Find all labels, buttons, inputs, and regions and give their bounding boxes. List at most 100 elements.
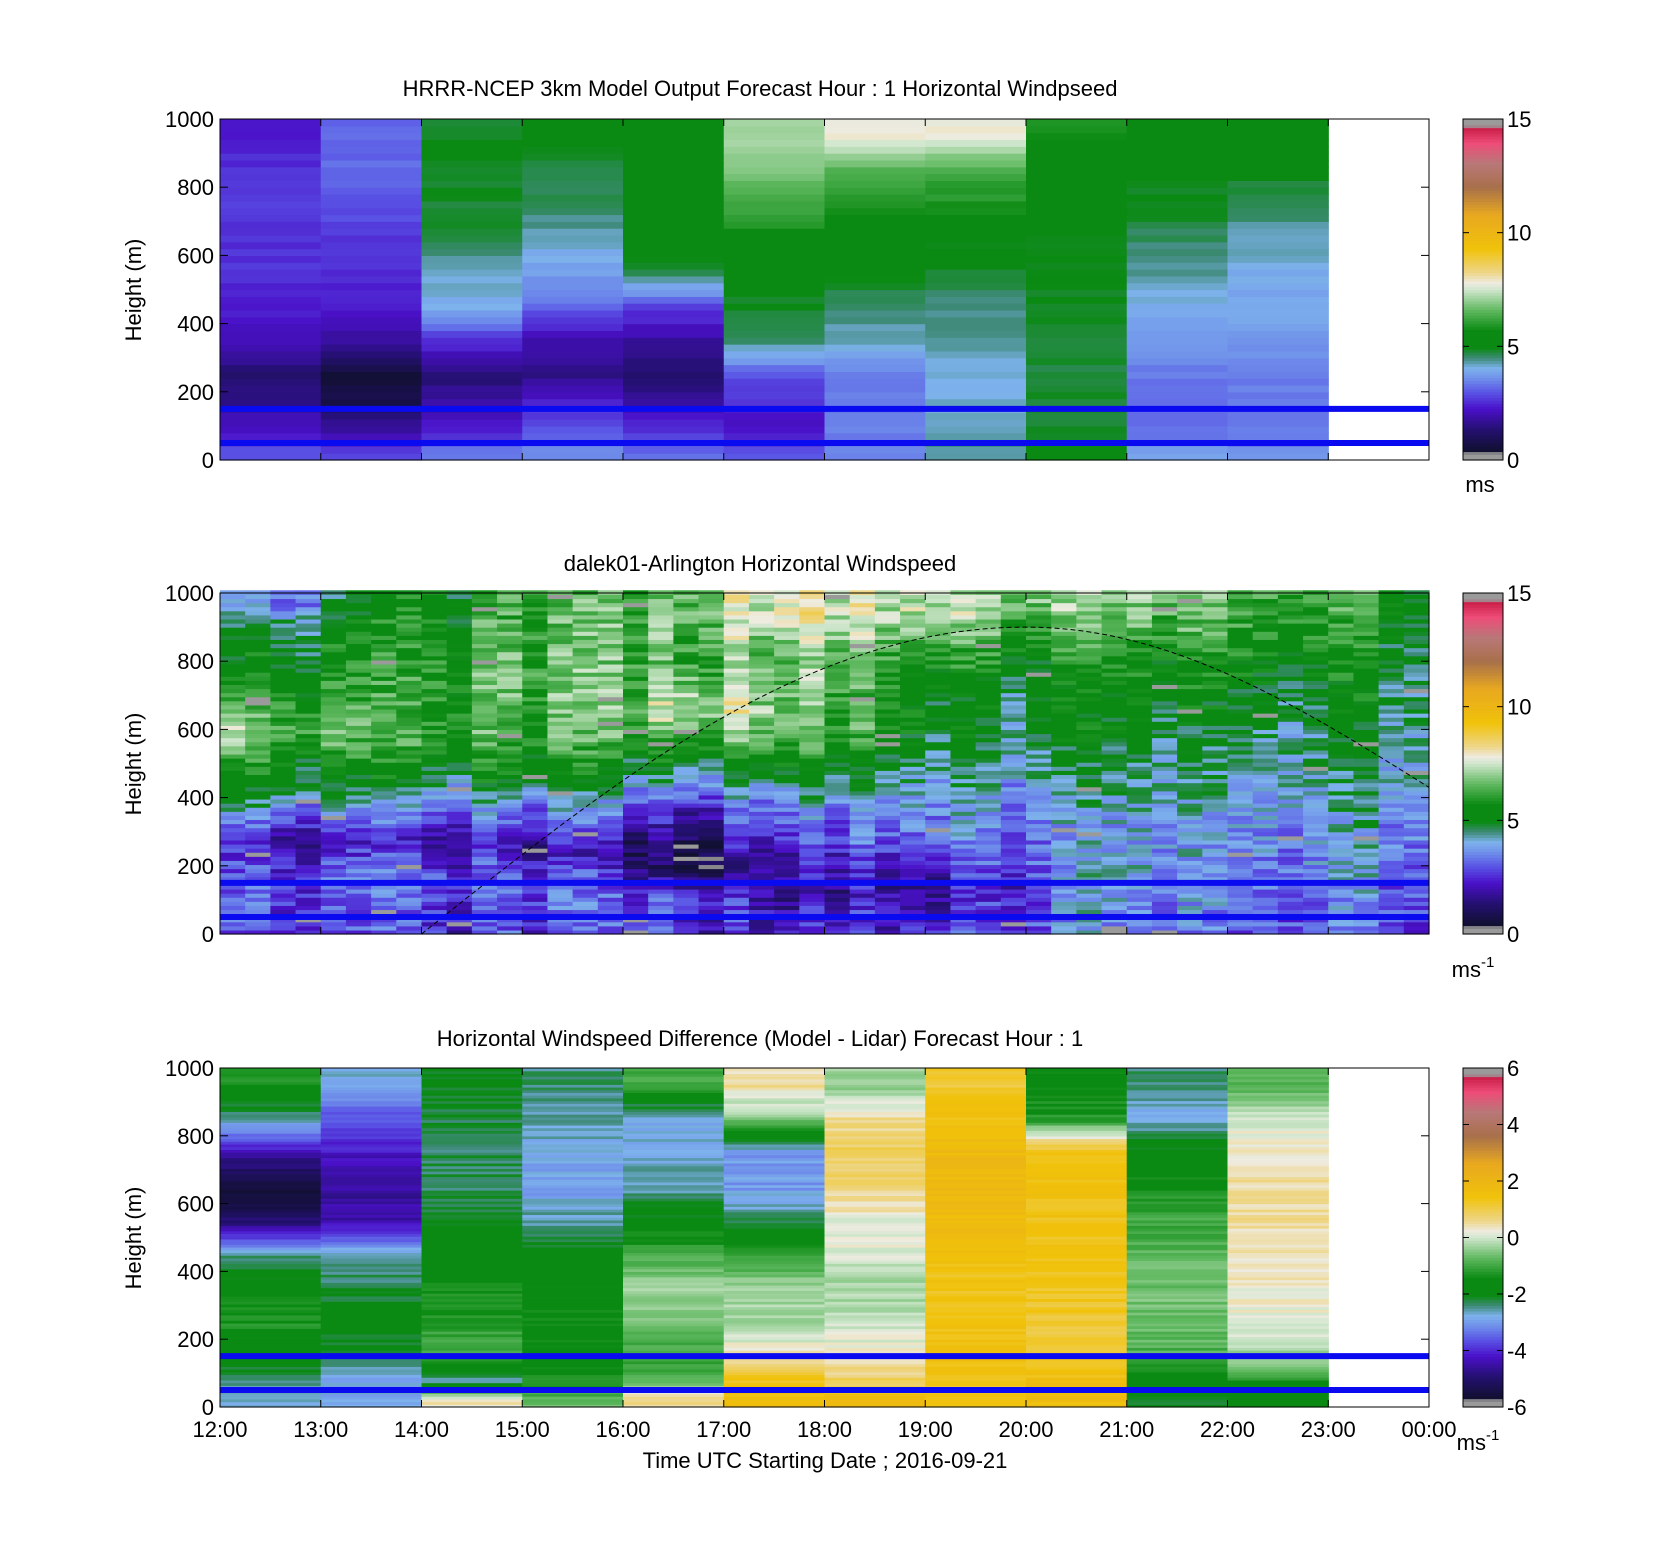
heatmap-cell: [1151, 745, 1178, 751]
heatmap-cell: [1303, 733, 1329, 739]
heatmap-cell: [1353, 753, 1380, 759]
heatmap-cell: [748, 733, 775, 739]
heatmap-cell: [748, 921, 775, 927]
heatmap-cell: [1026, 749, 1052, 755]
heatmap-cell: [547, 594, 574, 600]
heatmap-cell: [1026, 125, 1128, 134]
colorbar-segment: [1463, 865, 1503, 870]
heatmap-cell: [1403, 733, 1430, 739]
heatmap-cell: [1353, 868, 1380, 874]
heatmap-cell: [522, 876, 549, 882]
heatmap-cell: [1026, 721, 1052, 726]
heatmap-cell: [1101, 884, 1128, 890]
heatmap-cell: [1202, 598, 1229, 604]
heatmap-cell: [1227, 680, 1254, 685]
heatmap-cell: [1126, 296, 1229, 304]
heatmap-cell: [1126, 721, 1153, 726]
heatmap-cell: [1151, 843, 1178, 849]
heatmap-cell: [1227, 717, 1254, 722]
heatmap-cell: [1076, 618, 1103, 624]
heatmap-cell: [723, 876, 750, 882]
heatmap-cell: [1000, 794, 1027, 800]
heatmap-cell: [320, 749, 347, 755]
heatmap-cell: [597, 786, 624, 792]
heatmap-cell: [1328, 909, 1355, 915]
heatmap-cell: [925, 639, 952, 645]
heatmap-cell: [572, 909, 599, 915]
colorbar-segment: [1463, 295, 1503, 299]
y-tick-label: 200: [177, 854, 214, 879]
heatmap-cell: [1227, 425, 1329, 434]
heatmap-cell: [799, 876, 826, 882]
heatmap-cell: [1403, 823, 1430, 829]
colorbar-segment: [1463, 652, 1503, 657]
heatmap-cell: [723, 453, 826, 461]
heatmap-cell: [824, 798, 851, 804]
heatmap-cell: [1353, 758, 1380, 763]
heatmap-cell: [1202, 929, 1229, 935]
heatmap-cell: [572, 831, 599, 837]
heatmap-cell: [522, 364, 624, 372]
heatmap-cell: [220, 323, 322, 332]
heatmap-cell: [1151, 770, 1178, 776]
heatmap-cell: [1403, 647, 1430, 653]
heatmap-cell: [421, 823, 448, 829]
heatmap-cell: [396, 766, 423, 771]
heatmap-cell: [1378, 639, 1405, 645]
heatmap-cell: [1151, 778, 1178, 784]
heatmap-cell: [1076, 778, 1103, 784]
heatmap-cell: [1403, 635, 1430, 640]
heatmap-cell: [925, 606, 952, 612]
heatmap-cell: [1252, 835, 1279, 841]
heatmap-cell: [522, 241, 624, 250]
heatmap-cell: [698, 876, 725, 882]
heatmap-cell: [1026, 655, 1052, 661]
heatmap-cell: [1353, 606, 1380, 612]
heatmap-cell: [320, 762, 347, 767]
heatmap-cell: [1076, 688, 1103, 694]
heatmap-cell: [320, 655, 347, 661]
heatmap-cell: [874, 639, 901, 645]
heatmap-cell: [874, 868, 901, 874]
heatmap-cell: [1277, 704, 1304, 710]
heatmap-cell: [950, 786, 977, 792]
heatmap-cell: [623, 228, 725, 236]
heatmap-cell: [748, 696, 775, 702]
heatmap-cell: [849, 860, 876, 866]
heatmap-cell: [245, 856, 271, 861]
heatmap-cell: [1328, 803, 1355, 808]
heatmap-cell: [320, 378, 423, 386]
heatmap-cell: [1151, 684, 1178, 690]
heatmap-cell: [1101, 766, 1128, 771]
heatmap-cell: [371, 758, 397, 763]
heatmap-cell: [320, 643, 347, 649]
heatmap-cell: [522, 672, 549, 677]
heatmap-cell: [849, 766, 876, 771]
heatmap-cell: [723, 234, 826, 243]
heatmap-cell: [1126, 680, 1153, 685]
heatmap-cell: [925, 803, 952, 808]
heatmap-cell: [572, 594, 599, 600]
heatmap-cell: [1177, 676, 1203, 681]
heatmap-cell: [874, 659, 901, 665]
heatmap-cell: [220, 708, 246, 714]
heatmap-cell: [371, 606, 397, 612]
heatmap-cell: [1051, 741, 1077, 747]
heatmap-cell: [295, 872, 322, 878]
heatmap-cell: [698, 893, 725, 898]
heatmap-cell: [345, 721, 372, 726]
heatmap-cell: [1202, 823, 1229, 829]
heatmap-cell: [1000, 852, 1027, 857]
heatmap-cell: [698, 614, 725, 620]
heatmap-cell: [925, 839, 952, 845]
heatmap-cell: [1000, 917, 1027, 923]
heatmap-cell: [1101, 811, 1128, 816]
heatmap-cell: [1026, 692, 1052, 698]
heatmap-cell: [345, 860, 372, 866]
heatmap-cell: [497, 917, 523, 923]
heatmap-cell: [900, 700, 926, 706]
heatmap-cell: [900, 627, 926, 632]
heatmap-cell: [421, 897, 448, 902]
heatmap-cell: [673, 741, 700, 747]
heatmap-cell: [1177, 762, 1203, 767]
